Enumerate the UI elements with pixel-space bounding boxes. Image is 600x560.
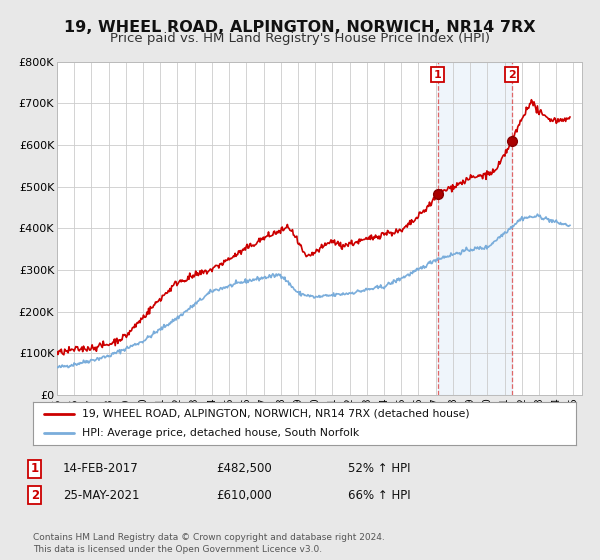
Text: 52% ↑ HPI: 52% ↑ HPI bbox=[348, 462, 410, 475]
Bar bbox=[438, 62, 512, 395]
Text: HPI: Average price, detached house, South Norfolk: HPI: Average price, detached house, Sout… bbox=[82, 428, 359, 438]
Text: Contains HM Land Registry data © Crown copyright and database right 2024.
This d: Contains HM Land Registry data © Crown c… bbox=[33, 533, 385, 554]
Text: 1: 1 bbox=[434, 70, 442, 80]
Text: £482,500: £482,500 bbox=[216, 462, 272, 475]
Text: £610,000: £610,000 bbox=[216, 488, 272, 502]
Text: 2: 2 bbox=[31, 488, 39, 502]
Text: 19, WHEEL ROAD, ALPINGTON, NORWICH, NR14 7RX: 19, WHEEL ROAD, ALPINGTON, NORWICH, NR14… bbox=[64, 20, 536, 35]
Text: 14-FEB-2017: 14-FEB-2017 bbox=[63, 462, 139, 475]
Text: 25-MAY-2021: 25-MAY-2021 bbox=[63, 488, 139, 502]
Text: 2: 2 bbox=[508, 70, 515, 80]
Text: 1: 1 bbox=[31, 462, 39, 475]
Text: 19, WHEEL ROAD, ALPINGTON, NORWICH, NR14 7RX (detached house): 19, WHEEL ROAD, ALPINGTON, NORWICH, NR14… bbox=[82, 409, 469, 419]
Text: 66% ↑ HPI: 66% ↑ HPI bbox=[348, 488, 410, 502]
Text: Price paid vs. HM Land Registry's House Price Index (HPI): Price paid vs. HM Land Registry's House … bbox=[110, 32, 490, 45]
